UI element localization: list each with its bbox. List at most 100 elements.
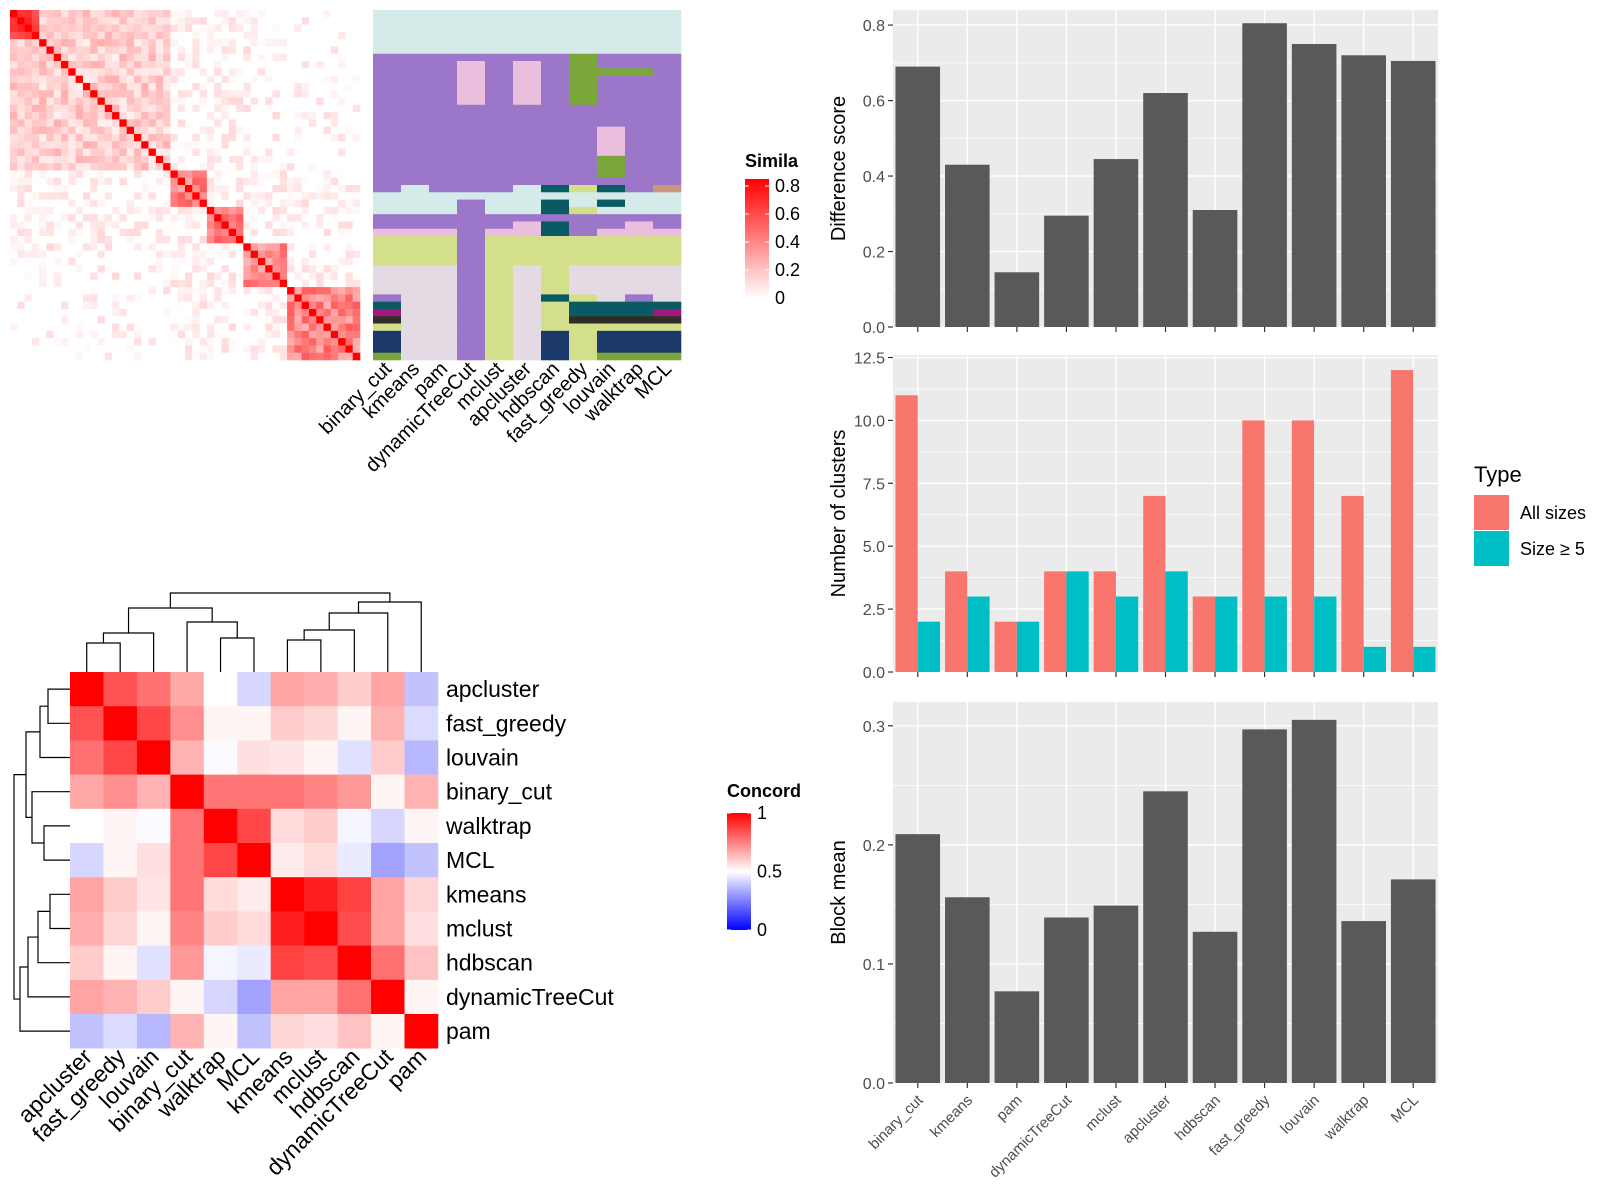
similarity-cell bbox=[308, 53, 317, 62]
similarity-cell bbox=[177, 308, 186, 317]
similarity-cell bbox=[301, 90, 310, 98]
similarity-cell bbox=[126, 90, 135, 98]
similarity-cell bbox=[279, 185, 288, 193]
similarity-cell bbox=[338, 17, 346, 25]
similarity-cell bbox=[250, 272, 259, 281]
similarity-cell bbox=[68, 104, 76, 113]
similarity-cell bbox=[265, 301, 273, 310]
annotation-cell bbox=[485, 338, 514, 346]
similarity-cell bbox=[39, 236, 47, 244]
similarity-cell bbox=[90, 352, 98, 361]
similarity-cell bbox=[170, 301, 179, 310]
similarity-cell bbox=[330, 265, 339, 273]
concordance-cell bbox=[237, 808, 271, 844]
similarity-cell bbox=[148, 221, 157, 230]
similarity-cell bbox=[75, 61, 84, 69]
similarity-cell bbox=[206, 265, 215, 273]
similarity-cell bbox=[17, 155, 25, 164]
similarity-cell bbox=[24, 185, 33, 193]
annotation-cell bbox=[625, 31, 654, 40]
similarity-cell bbox=[68, 330, 76, 339]
similarity-cell bbox=[294, 177, 302, 186]
similarity-cell bbox=[39, 352, 47, 361]
similarity-cell bbox=[257, 31, 266, 40]
similarity-cell bbox=[163, 112, 171, 120]
annotation-cell bbox=[597, 345, 626, 354]
similarity-cell bbox=[345, 221, 354, 230]
similarity-cell bbox=[250, 126, 259, 135]
similarity-cell bbox=[53, 287, 62, 295]
similarity-cell bbox=[68, 141, 76, 149]
similarity-cell bbox=[308, 257, 317, 266]
similarity-cell bbox=[352, 177, 361, 186]
similarity-cell bbox=[279, 68, 288, 76]
similarity-cell bbox=[133, 243, 142, 251]
similarity-cell bbox=[155, 53, 164, 62]
similarity-cell bbox=[243, 192, 251, 200]
y-tick-label: 0.8 bbox=[863, 18, 885, 35]
similarity-cell bbox=[17, 148, 25, 157]
similarity-cell bbox=[279, 192, 288, 200]
similarity-cell bbox=[17, 243, 25, 251]
similarity-cell bbox=[265, 170, 273, 179]
similarity-cell bbox=[301, 170, 310, 179]
annotation-cell bbox=[485, 141, 514, 149]
annotation-cell bbox=[513, 17, 542, 25]
annotation-cell bbox=[429, 279, 458, 288]
similarity-cell bbox=[221, 61, 230, 69]
annotation-cell bbox=[513, 352, 542, 361]
similarity-cell bbox=[323, 24, 332, 33]
similarity-cell bbox=[104, 177, 113, 186]
similarity-cell bbox=[272, 31, 281, 40]
concordance-cell bbox=[270, 706, 305, 741]
similarity-cell bbox=[330, 68, 339, 76]
similarity-cell bbox=[39, 330, 47, 339]
similarity-cell bbox=[257, 185, 266, 193]
similarity-cell bbox=[46, 126, 55, 135]
similarity-cell bbox=[68, 265, 76, 273]
concordance-cell bbox=[371, 877, 405, 912]
similarity-cell bbox=[119, 61, 127, 69]
similarity-cell bbox=[61, 53, 69, 62]
similarity-cell bbox=[163, 236, 171, 244]
similarity-cell bbox=[199, 338, 208, 346]
concordance-cell bbox=[404, 979, 439, 1015]
similarity-cell bbox=[294, 24, 302, 33]
similarity-cell bbox=[345, 236, 354, 244]
similarity-cell bbox=[53, 177, 62, 186]
similarity-cell bbox=[287, 294, 295, 302]
similarity-cell bbox=[243, 206, 251, 215]
similarity-cell bbox=[214, 214, 222, 222]
similarity-cell bbox=[141, 163, 149, 171]
similarity-cell bbox=[316, 163, 324, 171]
block-mean-bar bbox=[1093, 905, 1139, 1083]
similarity-cell bbox=[68, 155, 76, 164]
annotation-cell bbox=[485, 31, 514, 40]
all-sizes-bar bbox=[945, 571, 968, 672]
similarity-cell bbox=[352, 338, 361, 346]
similarity-cell bbox=[272, 294, 281, 302]
concordance-cell bbox=[270, 672, 305, 707]
annotation-cell bbox=[401, 119, 430, 127]
concordance-cell bbox=[371, 911, 405, 946]
similarity-cell bbox=[104, 236, 113, 244]
annotation-cell bbox=[569, 221, 598, 230]
difference-score-bar bbox=[1093, 159, 1139, 327]
similarity-cell bbox=[192, 294, 200, 302]
similarity-cell bbox=[10, 177, 18, 186]
similarity-cell bbox=[272, 133, 281, 142]
column-dendrogram-branch bbox=[219, 637, 255, 672]
annotation-cell bbox=[401, 24, 430, 33]
similarity-cell bbox=[177, 61, 186, 69]
similarity-cell bbox=[287, 352, 295, 361]
annotation-cell bbox=[429, 294, 458, 302]
similarity-cell bbox=[39, 294, 47, 302]
similarity-cell bbox=[133, 10, 142, 18]
similarity-cell bbox=[330, 53, 339, 62]
similarity-cell bbox=[250, 185, 259, 193]
similarity-cell bbox=[236, 316, 244, 324]
similarity-cell bbox=[185, 345, 193, 354]
similarity-cell bbox=[257, 119, 266, 127]
similarity-cell bbox=[155, 17, 164, 25]
similarity-cell bbox=[155, 338, 164, 346]
